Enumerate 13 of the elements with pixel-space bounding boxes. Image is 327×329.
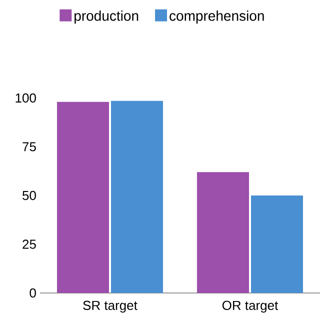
bar (251, 195, 303, 293)
y-tick-label: 50 (22, 190, 36, 200)
y-tick-label: 75 (22, 142, 36, 152)
y-tick-label: 25 (22, 240, 36, 249)
bar (197, 172, 249, 293)
legend-label: production (74, 10, 138, 24)
y-tick-label: 100 (16, 93, 36, 103)
y-tick-label: 0 (30, 288, 36, 298)
x-tick-label: SR target (83, 300, 138, 313)
x-tick-label: OR target (222, 300, 278, 313)
legend-label: comprehension (170, 10, 264, 24)
bar (111, 100, 163, 293)
bar (57, 102, 109, 293)
